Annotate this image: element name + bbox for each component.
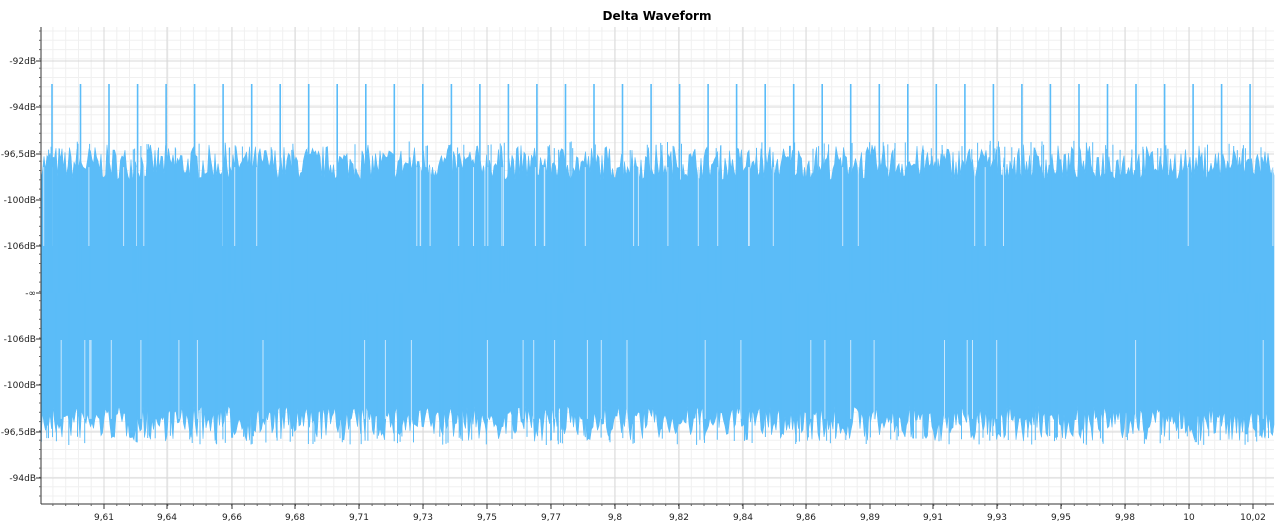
x-tick-label: 9,75	[477, 513, 497, 523]
x-tick-label: 9,84	[733, 513, 753, 523]
x-tick-label: 9,93	[987, 513, 1007, 523]
y-tick-label: -106dB	[4, 335, 36, 345]
x-tick-label: 9,77	[541, 513, 561, 523]
x-tick-label: 10	[1183, 513, 1195, 523]
x-tick-label: 9,89	[860, 513, 880, 523]
waveform-series	[40, 84, 1275, 445]
y-tick-label: -96,5dB	[1, 150, 36, 160]
x-tick-label: 9,98	[1115, 513, 1135, 523]
axes	[39, 27, 1274, 506]
x-tick-label: 10,02	[1240, 513, 1266, 523]
x-tick-label: 9,8	[608, 513, 623, 523]
x-tick-label: 9,64	[157, 513, 177, 523]
x-tick-label: 9,61	[94, 513, 114, 523]
x-axis-ticks: 9,61 9,64 9,66 9,68 9,71 9,73 9,75 9,77 9,8 9,82 9…	[94, 504, 1266, 523]
x-tick-label: 9,73	[413, 513, 433, 523]
x-tick-label: 9,71	[349, 513, 369, 523]
y-tick-label: -94dB	[9, 103, 36, 113]
x-tick-label: 9,66	[222, 513, 242, 523]
y-tick-label: -100dB	[4, 196, 36, 206]
x-tick-label: 9,86	[796, 513, 816, 523]
chart-title: Delta Waveform	[603, 9, 712, 23]
waveform-envelope	[40, 144, 1275, 442]
y-tick-label: -100dB	[4, 381, 36, 391]
x-tick-label: 9,91	[923, 513, 943, 523]
y-tick-label: -92dB	[9, 57, 36, 67]
x-tick-label: 9,82	[669, 513, 689, 523]
x-tick-label: 9,68	[285, 513, 305, 523]
y-tick-label: -96,5dB	[1, 428, 36, 438]
y-tick-label: -106dB	[4, 242, 36, 252]
y-tick-label: -∞	[25, 289, 36, 299]
x-tick-label: 9,95	[1051, 513, 1071, 523]
plot-area	[40, 27, 1275, 504]
y-axis-ticks: -92dB -94dB -96,5dB -100dB -106dB -∞ -106dB -10…	[1, 57, 41, 484]
y-tick-label: -94dB	[9, 474, 36, 484]
